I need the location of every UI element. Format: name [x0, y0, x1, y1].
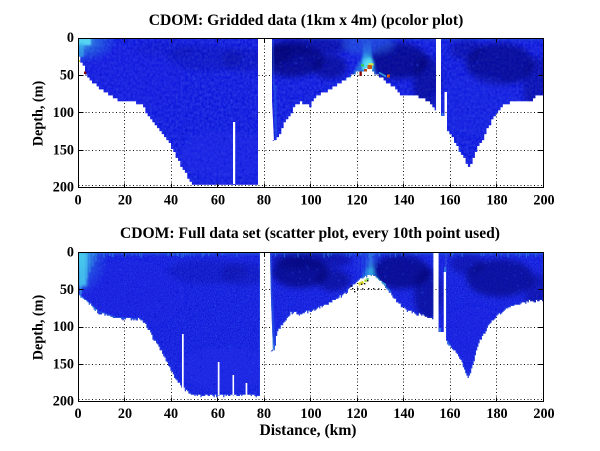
svg-text:180: 180 — [486, 193, 507, 209]
svg-text:150: 150 — [53, 142, 74, 158]
svg-text:20: 20 — [118, 406, 132, 422]
svg-text:0: 0 — [74, 406, 81, 422]
svg-text:200: 200 — [53, 180, 74, 196]
svg-text:CDOM: Gridded data (1km x 4m): CDOM: Gridded data (1km x 4m) (pcolor pl… — [149, 12, 464, 29]
svg-text:Distance, (km): Distance, (km) — [259, 422, 356, 439]
svg-text:200: 200 — [533, 193, 554, 209]
svg-text:200: 200 — [53, 394, 74, 410]
svg-text:0: 0 — [74, 193, 81, 209]
svg-text:50: 50 — [60, 68, 74, 84]
svg-text:160: 160 — [439, 193, 460, 209]
svg-text:140: 140 — [393, 406, 414, 422]
svg-text:80: 80 — [257, 406, 271, 422]
svg-text:100: 100 — [300, 193, 321, 209]
svg-text:60: 60 — [211, 406, 225, 422]
svg-text:0: 0 — [67, 245, 74, 261]
svg-text:0: 0 — [67, 30, 74, 46]
svg-text:Depth, (m): Depth, (m) — [31, 81, 47, 147]
svg-text:120: 120 — [346, 193, 367, 209]
svg-text:100: 100 — [53, 105, 74, 121]
svg-text:100: 100 — [300, 406, 321, 422]
svg-text:40: 40 — [164, 193, 178, 209]
svg-text:180: 180 — [486, 406, 507, 422]
svg-text:150: 150 — [53, 356, 74, 372]
svg-text:40: 40 — [164, 406, 178, 422]
svg-text:160: 160 — [439, 406, 460, 422]
svg-text:60: 60 — [211, 193, 225, 209]
svg-text:100: 100 — [53, 319, 74, 335]
svg-text:120: 120 — [346, 406, 367, 422]
svg-text:CDOM: Full data set (scatter p: CDOM: Full data set (scatter plot, every… — [120, 225, 500, 242]
svg-text:Depth, (m): Depth, (m) — [31, 295, 47, 361]
svg-text:80: 80 — [257, 193, 271, 209]
svg-text:140: 140 — [393, 193, 414, 209]
svg-text:50: 50 — [60, 282, 74, 298]
svg-text:200: 200 — [533, 406, 554, 422]
svg-text:20: 20 — [118, 193, 132, 209]
